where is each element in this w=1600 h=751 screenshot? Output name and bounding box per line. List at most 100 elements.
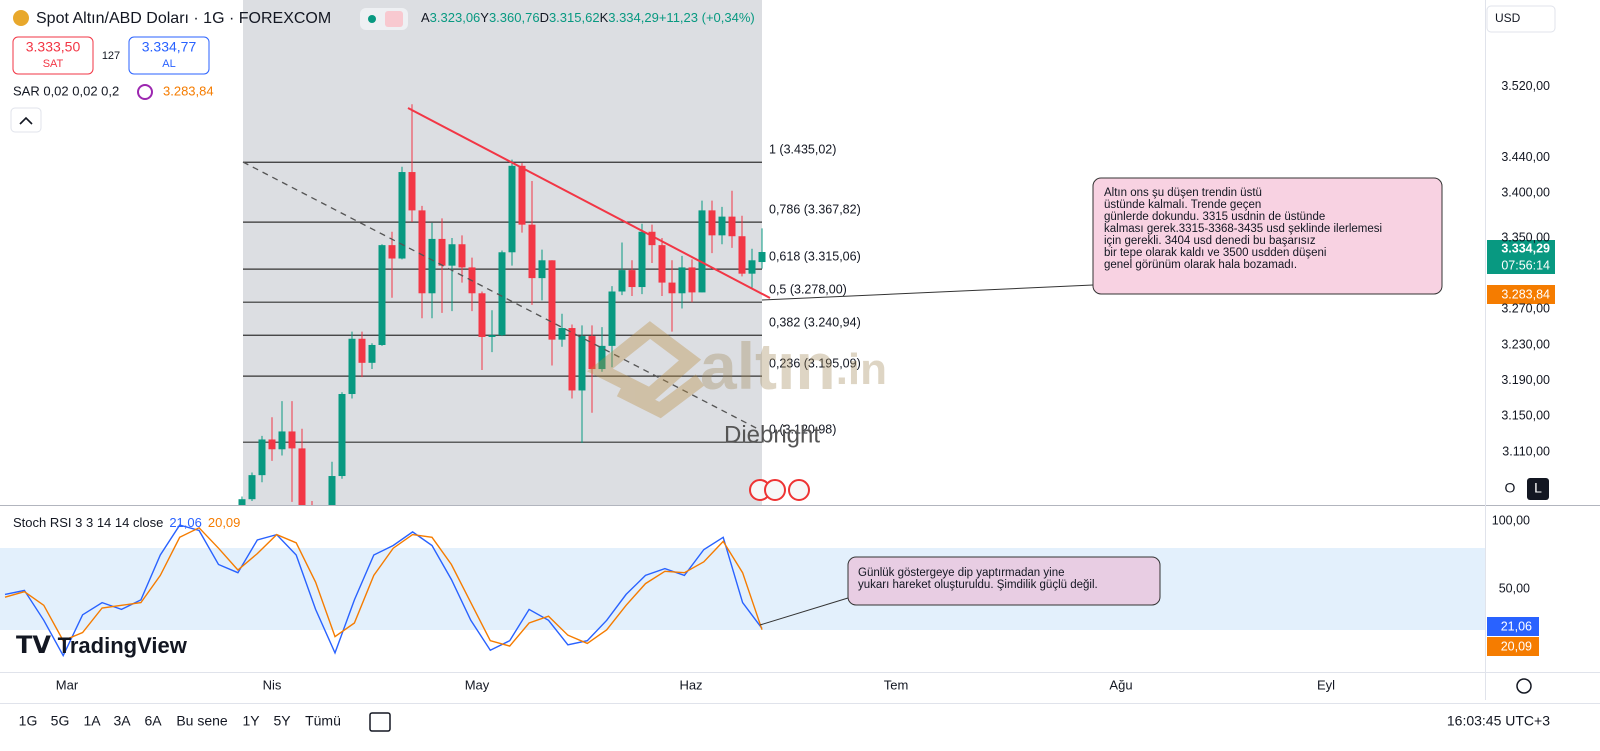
annotation-box[interactable]	[847, 556, 1161, 606]
d-tag	[1487, 637, 1539, 656]
sar-label[interactable]: SAR 0,02 0,02 0,2	[13, 83, 119, 98]
candle-body	[668, 282, 676, 294]
collapse-button[interactable]	[10, 107, 42, 133]
watermark-brand: altın.in	[700, 329, 887, 403]
candle-body	[438, 238, 446, 266]
candle-body	[558, 328, 566, 340]
candle-body	[248, 475, 256, 500]
ohlc-value: 3.360,76	[489, 10, 540, 25]
candle-body	[538, 260, 546, 279]
candle-body	[688, 267, 696, 293]
candle-body	[298, 448, 306, 505]
candle-body	[648, 231, 656, 246]
range-button[interactable]: 1Y	[242, 713, 260, 729]
d-tag-value: 20,09	[1501, 639, 1532, 653]
ohlc-value: 3.323,06	[430, 10, 481, 25]
scale-button[interactable]: O	[1505, 480, 1516, 496]
sell-button[interactable]	[12, 36, 94, 75]
buy-label: AL	[162, 58, 175, 70]
annotation-text: Altın ons şu düşen trendin üstü	[1104, 187, 1262, 199]
candle-body	[219, 533, 226, 540]
annotation-text: bir tepe olarak kaldı ve 3500 usdden düş…	[1104, 247, 1327, 259]
rsi-band	[0, 548, 1485, 630]
sar-price: 3.283,84	[1501, 287, 1550, 301]
candle-body	[368, 344, 376, 363]
candle-body	[618, 270, 626, 292]
time-label: Mar	[56, 677, 79, 692]
candle-body	[338, 394, 346, 477]
stoch-rsi-legend[interactable]: Stoch RSI 3 3 14 14 close 21,06 20,09	[13, 515, 240, 530]
ohlc-key: D	[540, 10, 549, 25]
candle-body	[398, 172, 406, 259]
range-button[interactable]: 1A	[83, 713, 101, 729]
buy-button[interactable]	[128, 36, 210, 75]
rsi-name: Stoch RSI 3 3 14 14 close	[13, 515, 163, 530]
candle-body	[578, 336, 586, 391]
candle-body	[458, 244, 466, 268]
range-button[interactable]: 5G	[51, 713, 70, 729]
range-button[interactable]: 5Y	[273, 713, 291, 729]
sar-icon[interactable]	[137, 84, 153, 100]
price-tick-label: 3.400,00	[1501, 186, 1550, 200]
candle-body	[748, 260, 756, 274]
range-button[interactable]: 1G	[19, 713, 38, 729]
candle-body	[428, 238, 436, 294]
price-tick-label: 3.150,00	[1501, 409, 1550, 423]
range-button[interactable]: Bu sene	[176, 713, 228, 729]
candle-body	[408, 172, 416, 211]
candle-body	[638, 231, 646, 288]
event-icons	[749, 479, 810, 501]
spread: 127	[102, 50, 120, 62]
annotation-text: için gerekli. 3404 usd denedi bu başarıs…	[1104, 235, 1316, 247]
candle-body	[358, 338, 366, 363]
candle-body	[388, 245, 396, 259]
last-price-tag	[1487, 240, 1555, 274]
author-watermark: Diebright	[724, 421, 820, 448]
currency-button[interactable]	[1486, 5, 1556, 33]
candle-body	[528, 224, 536, 279]
watermark-icon	[587, 321, 705, 419]
time-label: Haz	[679, 677, 702, 692]
range-button[interactable]: 3A	[113, 713, 131, 729]
candle-body	[738, 236, 746, 274]
tradingview-logo[interactable]: 𝗧𝗩 TradingView	[16, 632, 188, 659]
rsi-d: 20,09	[208, 515, 241, 530]
dashed-trend	[242, 161, 761, 431]
sar-price-tag	[1487, 285, 1555, 304]
candle-body	[498, 252, 506, 336]
settings-icon[interactable]	[1516, 678, 1532, 694]
clock: 16:03:45 UTC+3	[1447, 713, 1550, 729]
log-button[interactable]	[1527, 478, 1549, 500]
log-label: L	[1534, 480, 1542, 496]
last-price: 3.334,29	[1501, 241, 1550, 255]
annotation-text: genel görünüm olarak hala bozamadı.	[1104, 259, 1297, 271]
date-range-icon[interactable]	[369, 712, 391, 732]
status-icon	[385, 11, 403, 27]
candle-body	[478, 293, 486, 337]
chevron	[19, 116, 33, 125]
candle-body	[378, 245, 386, 345]
fib-label: 0,618 (3.315,06)	[769, 249, 861, 263]
range-button[interactable]: Tümü	[305, 713, 341, 729]
sell-price: 3.333,50	[26, 39, 81, 55]
candle-body	[278, 431, 286, 450]
price-tick-label: 3.350,00	[1501, 230, 1550, 244]
range-button[interactable]: 6A	[144, 713, 162, 729]
candle-body	[258, 439, 266, 476]
candle-body	[758, 252, 766, 263]
symbol-icon	[13, 10, 29, 26]
annotation-box[interactable]	[1092, 177, 1443, 295]
fib-label: 0,382 (3.240,94)	[769, 316, 861, 330]
time-label: Nis	[263, 677, 282, 692]
annotation-text: kalması gerek.3315-3368-3435 usd şeklind…	[1104, 223, 1382, 235]
candle-body	[708, 210, 716, 236]
symbol-title[interactable]: Spot Altın/ABD Doları · 1G · FOREXCOM	[36, 10, 331, 27]
candle-body	[678, 267, 686, 294]
candle-body	[268, 439, 276, 450]
rsi-k: 21,06	[169, 515, 202, 530]
fib-label: 0 (3.120,98)	[769, 422, 836, 436]
annotation-pointer	[761, 284, 1094, 301]
price-tick-label: 3.190,00	[1501, 373, 1550, 387]
candle-body	[238, 499, 246, 505]
